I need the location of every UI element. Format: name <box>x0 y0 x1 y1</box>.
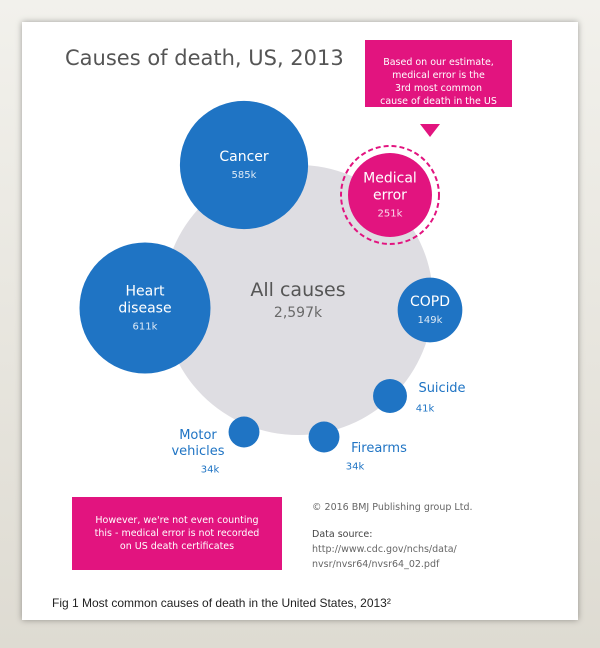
note-line: However, we're not even counting <box>95 515 259 526</box>
category-label: Firearms <box>351 441 407 456</box>
callout-line: cause of death in the US <box>380 96 497 107</box>
callout-box: Based on our estimate, medical error is t… <box>365 40 512 107</box>
source-url-line: http://www.cdc.gov/nchs/data/ <box>312 544 457 555</box>
value-label: 611k <box>132 321 158 333</box>
note-line: this - medical error is not recorded <box>94 528 260 539</box>
highlight-ring <box>340 145 440 245</box>
bubble <box>179 100 309 230</box>
callout-line: medical error is the <box>392 70 485 81</box>
category-label: Motor vehicles <box>171 428 225 459</box>
bubble-label: Medical error 251k <box>355 171 425 220</box>
category-label: COPD <box>409 294 451 310</box>
bubble <box>308 421 340 453</box>
panel: Causes of death, US, 2013 Based on our e… <box>22 22 578 620</box>
copyright: © 2016 BMJ Publishing group Ltd. <box>312 502 473 513</box>
value-label: 34k <box>200 464 220 476</box>
source-url-line: nvsr/nvsr64/nvsr64_02.pdf <box>312 559 440 570</box>
callout-line: Based on our estimate, <box>383 57 494 68</box>
category-label: Medical error <box>363 170 417 204</box>
note-line: on US death certificates <box>119 541 235 552</box>
source-url: http://www.cdc.gov/nchs/data/nvsr/nvsr64… <box>312 542 457 572</box>
callout-line: 3rd most common <box>395 83 482 94</box>
chart-title: Causes of death, US, 2013 <box>65 46 344 70</box>
category-label: Suicide <box>418 381 466 396</box>
bubble-label: Heart disease 611k <box>105 284 185 333</box>
callout-pointer <box>420 124 440 137</box>
value-label: 34k <box>345 461 365 473</box>
value-label: 2,597k <box>273 305 323 321</box>
bubble <box>397 277 463 343</box>
caption: Fig 1 Most common causes of death in the… <box>52 596 391 610</box>
category-label: All causes <box>250 279 346 301</box>
value-label: 251k <box>377 208 403 220</box>
category-label: Cancer <box>219 149 269 165</box>
chart <box>79 100 463 453</box>
value-label: 585k <box>231 170 257 181</box>
bubble-label: COPD 149k <box>400 294 460 326</box>
bubble-label: Cancer 585k <box>204 149 284 181</box>
note-box: However, we're not even counting this - m… <box>72 497 282 570</box>
value-label: 41k <box>415 403 435 415</box>
bubble <box>162 164 434 436</box>
bubble <box>79 242 211 374</box>
bubble <box>373 379 407 413</box>
bubble <box>348 153 432 237</box>
value-label: 149k <box>417 315 443 326</box>
bubble <box>228 416 260 448</box>
source-label: Data source: <box>312 529 373 540</box>
bubble-label: All causes 2,597k <box>198 279 398 321</box>
category-label: Heart disease <box>118 283 172 317</box>
